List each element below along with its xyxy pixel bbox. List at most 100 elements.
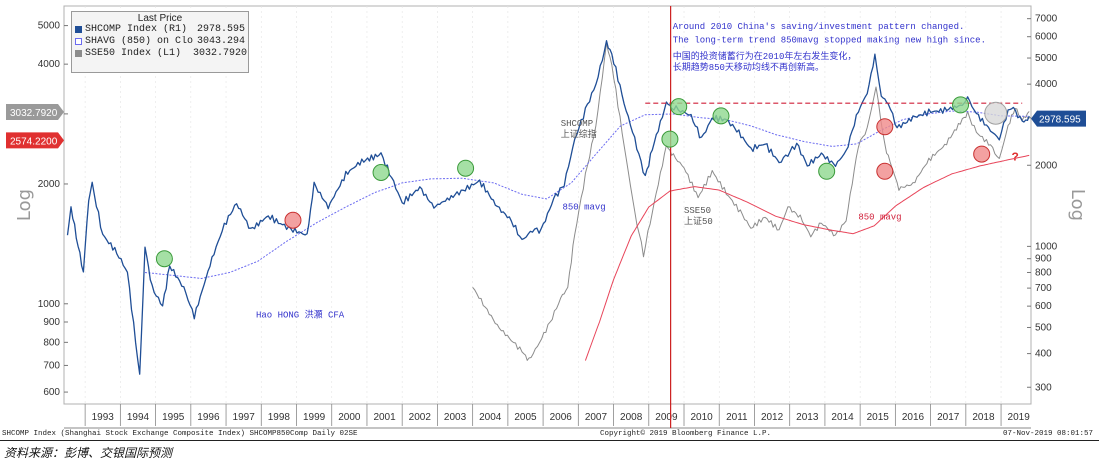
x-tick-label: 2018 [972,412,995,423]
x-tick-label: 2013 [796,412,819,423]
right-axis-label: Log [1067,189,1088,221]
green-signal-circle [661,130,679,148]
x-tick-label: 2008 [620,412,643,423]
chart-footer: SHCOMP Index (Shanghai Stock Exchange Co… [0,428,1099,440]
right-tick-label: 1000 [1035,241,1058,252]
legend-name-shavg: SHAVG (850) on Close [85,36,193,47]
x-tick-label: 1999 [303,412,326,423]
legend-box: Last Price SHCOMP Index (R1) 2978.595 SH… [71,11,249,73]
red-signal-circle [973,145,991,163]
annotation-text: 长期趋势850天移动均线不再创新高。 [673,61,824,73]
x-axis: 1993 1994 1995 1996 1997 1998 1999 2000 2001 2002… [64,404,1031,429]
right-tick-label: 400 [1035,349,1052,360]
x-tick-label: 1997 [233,412,256,423]
legend-name-sse50: SSE50 Index (L1) [85,48,182,59]
left-value-tag [6,132,64,149]
series-line-shcomp [66,40,1030,375]
x-tick-label: 2015 [867,412,890,423]
right-tick-label: 600 [1035,301,1052,312]
annotation-text: 上证综指 [561,128,597,140]
x-tick-label: 2010 [690,412,713,423]
left-value-tag [6,104,64,121]
right-tick-label: 5000 [1035,53,1058,64]
footer-divider [0,440,1099,441]
x-tick-label: 2014 [831,412,854,423]
legend-value-shcomp: 2978.595 [196,24,245,35]
x-tick-label: 2009 [655,412,678,423]
grey-signal-circle [984,101,1008,125]
x-tick-label: 2005 [514,412,537,423]
annotation-text: 850 mavg [562,203,605,213]
x-tick-label: 2003 [444,412,467,423]
right-tick-label: 2000 [1035,160,1058,171]
left-tick-label: 1000 [38,299,61,310]
green-signal-circle [155,250,173,268]
series-line-sse50-mavg850 [584,154,1030,361]
right-tick-label: 500 [1035,322,1052,333]
x-tick-label: 1996 [197,412,220,423]
red-signal-circle [284,211,302,229]
x-tick-label: 2000 [338,412,361,423]
x-tick-label: 2016 [902,412,925,423]
x-tick-label: 1994 [127,412,150,423]
annotation-text: The long-term trend 850mavg stopped maki… [673,36,986,46]
series-lines [66,40,1030,375]
right-value-tag [1031,110,1086,127]
x-tick-label: 2006 [550,412,573,423]
x-tick-label: 2004 [479,412,502,423]
green-signal-circle [712,107,730,125]
x-tick-label: 2012 [761,412,784,423]
x-tick-label: 2007 [585,412,608,423]
source-note: 资料来源：彭博、交银国际预测 [4,446,173,460]
left-tick-label: 2000 [38,179,61,190]
green-signal-circle [372,163,390,181]
right-tick-label: 800 [1035,267,1052,278]
footer-right: 07-Nov-2019 08:01:57 [1002,430,1093,438]
footer-left: SHCOMP Index (Shanghai Stock Exchange Co… [2,430,358,438]
right-tick-label: 4000 [1035,79,1058,90]
right-tick-label: 300 [1035,382,1052,393]
annotation-text: Hao HONG 洪灝 CFA [256,308,345,320]
x-tick-label: 2001 [373,412,396,423]
right-tick-label: 6000 [1035,32,1058,43]
annotation-text: Around 2010 China's saving/investment pa… [673,22,965,32]
red-signal-circle [876,162,894,180]
x-tick-label: 2002 [409,412,432,423]
left-tick-label: 900 [43,317,60,328]
signal-circles [155,96,1008,268]
legend-swatch-shavg [75,38,82,45]
right-value-tag-label: 2978.595 [1039,115,1081,126]
left-axis-label: Log [14,189,35,221]
green-signal-circle [952,96,970,114]
left-value-tag-label: 3032.7920 [10,108,58,119]
value-tags: 3032.7920 2574.2200 2978.595 [6,104,1086,149]
annotations: Around 2010 China's saving/investment pa… [256,22,1019,320]
x-tick-label: 2017 [937,412,960,423]
annotation-text: SHCOMP [561,119,593,129]
left-tick-label: 800 [43,337,60,348]
legend-value-shavg: 3043.294 [196,36,245,47]
x-tick-label: 2011 [726,412,748,423]
green-signal-circle [818,162,836,180]
legend-title: Last Price [137,13,183,24]
x-tick-label: 2019 [1008,412,1031,423]
legend-item-shavg: SHAVG (850) on Close 3043.294 [72,36,248,48]
right-tick-label: 900 [1035,254,1052,265]
left-tick-label: 600 [43,387,60,398]
left-tick-label: 4000 [38,59,61,70]
x-tick-label: 1995 [162,412,185,423]
annotation-text: 850 mavg [858,212,901,222]
right-tick-label: 700 [1035,283,1052,294]
legend-item-sse50: SSE50 Index (L1) 3032.7920 [72,48,248,60]
left-value-tag-label: 2574.2200 [10,136,58,147]
legend-swatch-shcomp [75,26,82,33]
red-signal-circle [876,118,894,136]
legend-item-shcomp: SHCOMP Index (R1) 2978.595 [72,24,248,36]
right-tick-label: 7000 [1035,14,1058,25]
left-tick-label: 5000 [38,21,61,32]
x-tick-label: 1998 [268,412,291,423]
left-tick-label: 700 [43,360,60,371]
annotation-text: SSE50 [684,206,711,216]
legend-value-sse50: 3032.7920 [193,48,248,59]
footer-center: Copyright© 2019 Bloomberg Finance L.P. [600,430,772,438]
